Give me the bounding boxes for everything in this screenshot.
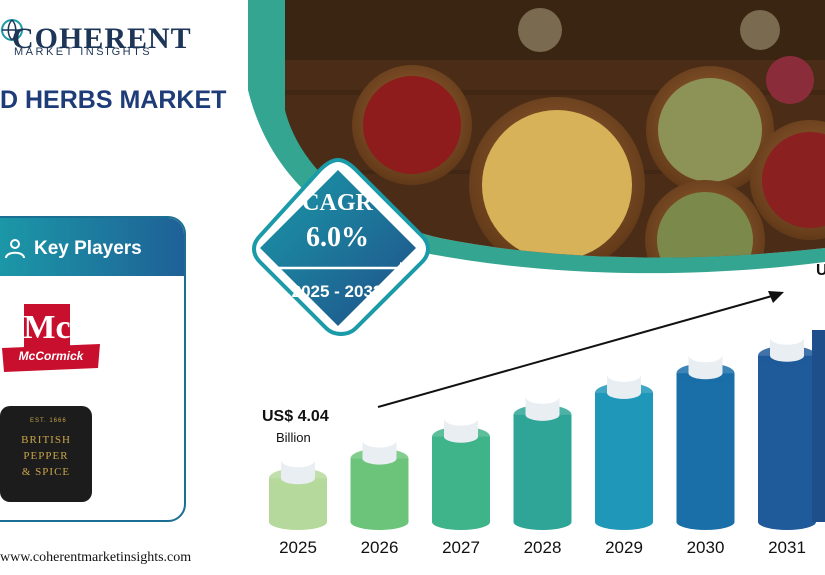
x-tick-label: 2030 [687, 538, 725, 557]
bar-cap-top-2027 [444, 411, 478, 426]
bar-2030 [676, 373, 735, 522]
base-value: US$ 4.04 [262, 408, 329, 425]
bar-2026 [350, 458, 409, 522]
bar-2029 [595, 392, 653, 522]
bar-cap-bottom-2030 [688, 367, 723, 380]
x-tick-label: 2027 [442, 538, 480, 557]
bar-cap-bottom-2027 [444, 430, 478, 443]
bar-cap-top-2030 [688, 348, 723, 363]
key-players-header: Key Players [0, 218, 184, 276]
x-tick-label: 2029 [605, 538, 643, 557]
base-value-unit: Billion [276, 430, 311, 445]
bps-line-1: BRITISH [21, 434, 71, 446]
cagr-arrow-head [400, 262, 410, 274]
x-tick-label: 2025 [279, 538, 317, 557]
bar-cap-top-2029 [607, 367, 641, 382]
bar-cap-top-2026 [362, 433, 397, 448]
page-title: D HERBS MARKET [0, 86, 227, 114]
mccormick-logo-text: McCormick [18, 349, 84, 363]
bar-cap-bottom-2028 [525, 408, 560, 421]
bar-base-2025 [269, 514, 327, 530]
bar-cap-top-2025 [281, 453, 315, 468]
bps-established: EST. 1666 [30, 418, 67, 424]
growth-arrow-line [377, 295, 773, 408]
bps-line-3: & SPICE [21, 466, 71, 478]
x-tick-label: 2026 [361, 538, 399, 557]
british-pepper-spice-logo: BRITISH PEPPER & SPICE [0, 406, 92, 502]
x-tick-label: 2031 [768, 538, 806, 557]
bar-cap-top-2031 [770, 330, 804, 345]
bar-2028 [513, 414, 572, 522]
globe-icon [1, 19, 23, 41]
website-url: www.coherentmarketinsights.com [0, 550, 192, 565]
mccormick-logo: Mc [2, 304, 100, 372]
cagr-label: CAGR [302, 190, 373, 216]
bar-base-2031 [758, 514, 816, 530]
bar-base-2027 [432, 514, 490, 530]
bar-2031 [758, 355, 816, 522]
bar-partial-offscreen [812, 330, 825, 522]
bar-base-2029 [595, 514, 653, 530]
bar-base-2026 [350, 514, 409, 530]
herbs-photo [248, 0, 825, 274]
end-value-fragment: U [816, 262, 825, 279]
brand-name: COHERENT [12, 22, 192, 55]
bar-cap-bottom-2025 [281, 472, 315, 485]
growth-arrow-head [768, 291, 784, 303]
cagr-value: 6.0% [306, 222, 369, 253]
bar-cap-bottom-2026 [362, 452, 397, 465]
spice-bowls-image [285, 0, 825, 258]
bar-2027 [432, 436, 490, 522]
brand-tagline: MARKET INSIGHTS [14, 46, 153, 58]
bar-cap-bottom-2029 [607, 386, 641, 399]
handshake-icon [5, 239, 25, 259]
bar-base-2028 [513, 514, 572, 530]
cagr-badge [260, 170, 416, 326]
bps-line-2: PEPPER [23, 450, 69, 462]
bar-cap-top-2028 [525, 389, 560, 404]
bar-base-2030 [676, 514, 735, 530]
cagr-period: 2025 - 2032 [291, 282, 383, 301]
x-tick-label: 2028 [524, 538, 562, 557]
key-players-title: Key Players [34, 238, 142, 259]
bar-cap-bottom-2031 [770, 349, 804, 362]
svg-text:Mc: Mc [23, 309, 70, 346]
